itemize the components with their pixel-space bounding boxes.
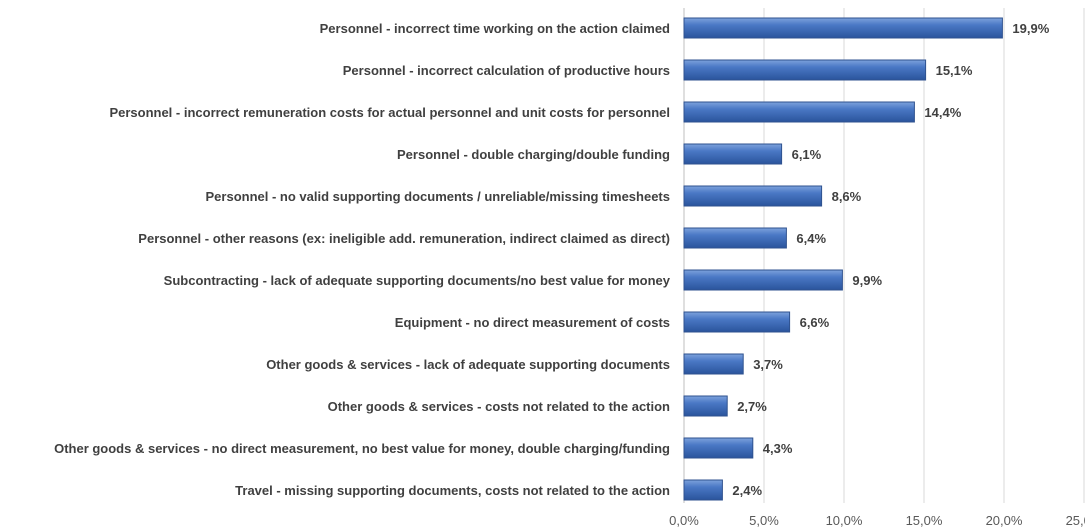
category-label: Personnel - incorrect time working on th… bbox=[320, 21, 670, 36]
x-tick-label: 15,0% bbox=[906, 513, 943, 528]
value-label: 2,7% bbox=[737, 399, 767, 414]
x-axis-ticks: 0,0% 5,0% 10,0% 15,0% 20,0% 25,0% bbox=[669, 513, 1085, 528]
bar bbox=[683, 437, 754, 459]
bar bbox=[683, 395, 728, 417]
bar bbox=[683, 185, 823, 207]
value-label: 8,6% bbox=[832, 189, 862, 204]
x-tick-label: 0,0% bbox=[669, 513, 699, 528]
value-label: 14,4% bbox=[924, 105, 961, 120]
bar bbox=[683, 353, 744, 375]
category-labels: Personnel - incorrect time working on th… bbox=[54, 21, 671, 498]
bar bbox=[683, 227, 787, 249]
value-label: 9,9% bbox=[852, 273, 882, 288]
value-label: 19,9% bbox=[1012, 21, 1049, 36]
category-label: Other goods & services - no direct measu… bbox=[54, 441, 670, 456]
category-label: Other goods & services - lack of adequat… bbox=[266, 357, 670, 372]
value-label: 2,4% bbox=[732, 483, 762, 498]
bar bbox=[683, 101, 915, 123]
category-label: Equipment - no direct measurement of cos… bbox=[395, 315, 670, 330]
bar bbox=[683, 479, 723, 501]
bar bbox=[683, 311, 791, 333]
value-label: 3,7% bbox=[753, 357, 783, 372]
bar bbox=[683, 17, 1003, 39]
value-label: 6,6% bbox=[800, 315, 830, 330]
value-label: 6,4% bbox=[796, 231, 826, 246]
category-label: Travel - missing supporting documents, c… bbox=[235, 483, 670, 498]
x-tick-label: 20,0% bbox=[986, 513, 1023, 528]
category-label: Personnel - other reasons (ex: ineligibl… bbox=[138, 231, 670, 246]
category-label: Subcontracting - lack of adequate suppor… bbox=[164, 273, 671, 288]
x-tick-label: 10,0% bbox=[826, 513, 863, 528]
value-label: 15,1% bbox=[936, 63, 973, 78]
x-tick-label: 25,0% bbox=[1066, 513, 1085, 528]
category-label: Personnel - incorrect calculation of pro… bbox=[343, 63, 670, 78]
bar bbox=[683, 269, 843, 291]
value-labels: 19,9% 15,1% 14,4% 6,1% 8,6% 6,4% 9,9% 6,6% 3,7% 2… bbox=[732, 21, 1049, 498]
bars bbox=[683, 17, 1003, 501]
value-label: 4,3% bbox=[763, 441, 793, 456]
x-tick-label: 5,0% bbox=[749, 513, 779, 528]
category-label: Personnel - double charging/double fundi… bbox=[397, 147, 670, 162]
gridlines bbox=[683, 8, 1085, 503]
value-label: 6,1% bbox=[792, 147, 822, 162]
bar bbox=[683, 143, 783, 165]
category-label: Personnel - incorrect remuneration costs… bbox=[109, 105, 670, 120]
category-label: Other goods & services - costs not relat… bbox=[328, 399, 670, 414]
category-label: Personnel - no valid supporting document… bbox=[206, 189, 670, 204]
bar bbox=[683, 59, 927, 81]
